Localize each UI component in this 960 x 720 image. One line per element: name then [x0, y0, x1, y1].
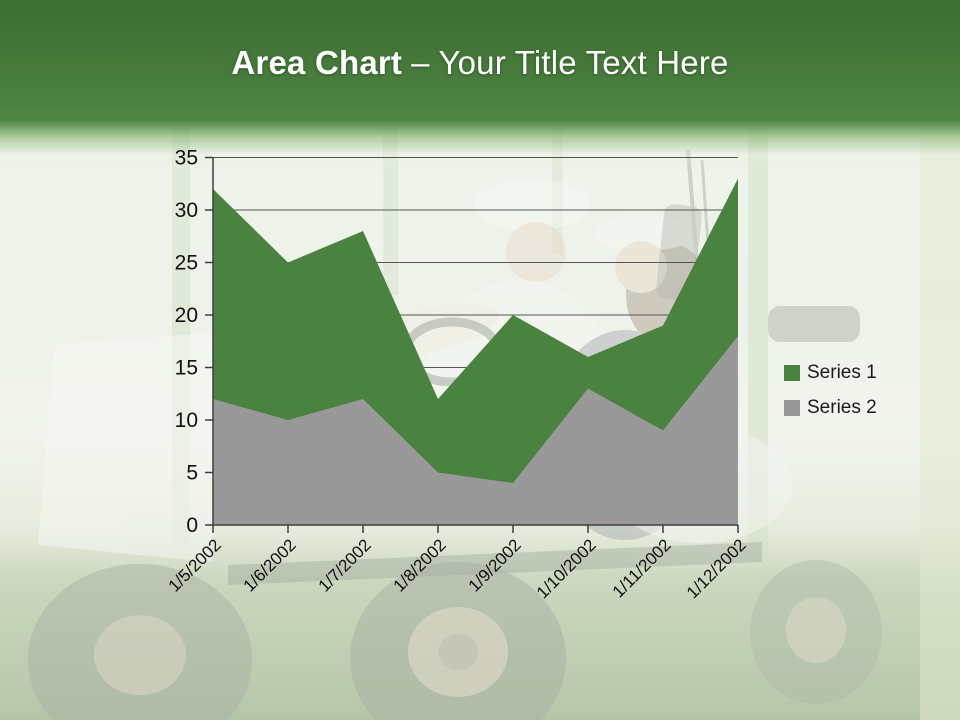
y-tick-label: 25 [175, 252, 198, 275]
cart-front-cowl [38, 332, 215, 562]
x-tick-label: 1/5/2002 [165, 535, 225, 595]
y-tick-label: 15 [175, 357, 198, 380]
series-2-area [213, 336, 738, 525]
top-banner [0, 0, 960, 172]
x-tick-label: 1/12/2002 [683, 535, 750, 602]
x-tick-label: 1/11/2002 [609, 535, 675, 601]
x-tick-label: 1/8/2002 [390, 535, 450, 595]
x-tick-label: 1/9/2002 [465, 535, 525, 595]
y-tick-label: 10 [175, 409, 198, 432]
golf-cart-wheels [28, 560, 882, 720]
title-bold: Area Chart [231, 44, 403, 81]
photo-sky-band [0, 160, 960, 240]
man-face [506, 222, 566, 282]
chart-legend: Series 1 Series 2 [784, 362, 877, 419]
x-tick-label: 1/10/2002 [533, 535, 600, 602]
woman-face [615, 241, 667, 293]
canopy-pole [552, 125, 563, 255]
armrest-block [768, 306, 860, 342]
legend-item-series-1: Series 1 [784, 362, 877, 384]
wheel-hub [786, 597, 846, 663]
legend-label-series-2: Series 2 [807, 397, 877, 418]
y-tick-label: 0 [186, 514, 198, 537]
cart-underbody [228, 542, 762, 585]
legend-label-series-1: Series 1 [807, 362, 877, 383]
x-tick-label: 1/6/2002 [240, 535, 300, 595]
title-rest: – Your Title Text Here [411, 44, 729, 81]
wheel-hub [94, 615, 186, 695]
woman-visor [595, 215, 695, 251]
y-tick-label: 30 [175, 199, 198, 222]
series-2-swatch-icon [784, 400, 800, 416]
x-tick-label: 1/7/2002 [315, 535, 375, 595]
legend-item-series-2: Series 2 [784, 397, 877, 419]
series-1-swatch-icon [784, 365, 800, 381]
man-cap [474, 179, 590, 231]
y-tick-label: 5 [186, 462, 198, 485]
slide-title: Area Chart – Your Title Text Here [0, 40, 960, 86]
bushes-right [920, 130, 960, 720]
wheel-hub-center [438, 634, 478, 670]
y-tick-label: 20 [175, 304, 198, 327]
y-tick-label: 35 [175, 147, 198, 170]
